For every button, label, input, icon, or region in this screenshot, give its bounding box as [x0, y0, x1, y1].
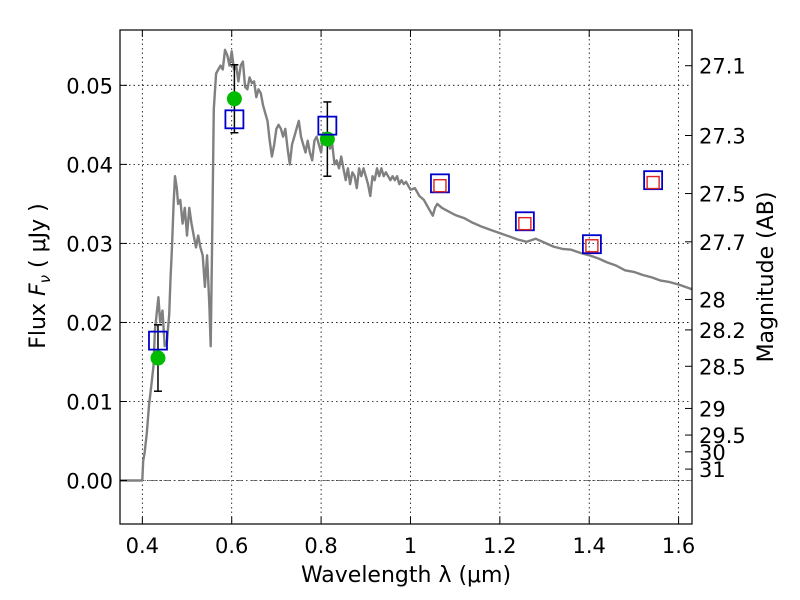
y-axis-label-unit: ( μJy )	[26, 203, 51, 275]
model-flux-square-inner	[585, 239, 599, 253]
model-flux-square	[582, 234, 602, 255]
magnitude-tick-label: 28.5	[699, 355, 746, 379]
y-tick-label: 0.03	[66, 232, 113, 256]
model-spectrum-line	[120, 48, 693, 482]
y-axis-label-subscript: ν	[36, 275, 54, 283]
tick-labels: 0.4 0.6 0.8 1 1.2 1.4 1.6 0.00 0.01 0.02 0.03 0.04 0…	[66, 55, 746, 558]
magnitude-tick-label: 30	[699, 441, 726, 465]
x-tick-label: 1.4	[573, 534, 606, 558]
x-tick-label: 0.6	[215, 534, 248, 558]
y-tick-label: 0.04	[66, 153, 113, 177]
y-tick-label: 0.02	[66, 311, 113, 335]
x-tick-label: 1.2	[483, 534, 516, 558]
y-axis-label-symbol: F	[26, 283, 51, 296]
magnitude-tick-label: 29.5	[699, 424, 746, 448]
magnitude-tick-label: 27.3	[699, 124, 746, 148]
y-tick-label: 0.05	[66, 74, 113, 98]
model-spectrum	[120, 48, 693, 482]
y-axis-label-prefix: Flux	[26, 296, 51, 349]
y-tick-label: 0.01	[66, 390, 113, 414]
magnitude-tick-label: 28.2	[699, 319, 746, 343]
y-axis-label: Flux Fν ( μJy )	[26, 203, 54, 348]
magnitude-tick-label: 28	[699, 288, 726, 312]
magnitude-tick-label: 29	[699, 397, 726, 421]
x-tick-label: 1	[404, 534, 417, 558]
axis-ticks	[120, 30, 692, 524]
model-flux-square	[148, 330, 168, 351]
model-flux-square-inner	[646, 175, 660, 190]
photometry-points	[148, 64, 664, 392]
x-tick-label: 0.4	[126, 534, 159, 558]
y-tick-label: 0.00	[66, 470, 113, 494]
right-axis-label: Magnitude (AB)	[754, 192, 779, 363]
magnitude-tick-label: 27.7	[699, 231, 746, 255]
plot-frame	[119, 29, 693, 525]
model-flux-square-inner	[518, 216, 532, 231]
model-flux-square	[224, 109, 245, 130]
x-tick-label: 1.6	[662, 534, 695, 558]
magnitude-tick-label: 27.1	[699, 55, 746, 79]
observed-flux-point	[150, 350, 166, 366]
x-tick-label: 0.8	[304, 534, 337, 558]
x-axis-label: Wavelength λ (μm)	[301, 563, 511, 588]
model-flux-square-inner	[433, 179, 447, 193]
observed-flux-point	[226, 91, 242, 107]
magnitude-tick-label: 31	[699, 458, 726, 482]
model-flux-square	[317, 115, 338, 136]
magnitude-tick-label: 27.5	[699, 183, 746, 207]
